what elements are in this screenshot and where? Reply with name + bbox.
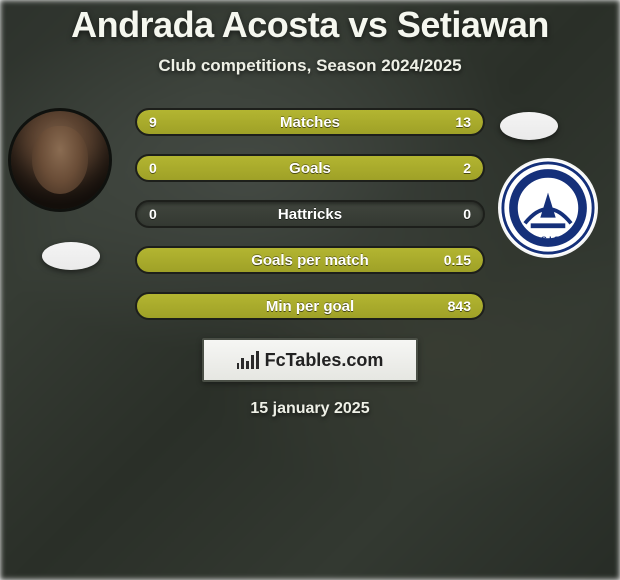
bar-row: Matches913 — [135, 108, 485, 136]
snapshot-date: 15 january 2025 — [0, 400, 620, 418]
player-left-flag — [42, 242, 100, 270]
page-subtitle: Club competitions, Season 2024/2025 — [0, 56, 620, 76]
page-title: Andrada Acosta vs Setiawan — [0, 4, 620, 46]
comparison-bars: Matches913 Goals02 Hattricks00 Goals per ma… — [135, 108, 485, 320]
bar-row: Hattricks00 — [135, 200, 485, 228]
club-initials: P.S.I.S. — [534, 235, 562, 245]
source-logo-text: FcTables.com — [265, 350, 384, 371]
player-right-badge: P.S.I.S. — [498, 158, 598, 258]
comparison-chart: P.S.I.S. Matches913 Goals02 Hattricks00 Goa… — [0, 108, 620, 320]
bar-row: Min per goal843 — [135, 292, 485, 320]
bar-row: Goals02 — [135, 154, 485, 182]
bar-row: Goals per match0.15 — [135, 246, 485, 274]
player-left-avatar — [8, 108, 112, 212]
source-logo: FcTables.com — [202, 338, 418, 382]
chart-icon — [237, 351, 259, 369]
player-right-flag — [500, 112, 558, 140]
